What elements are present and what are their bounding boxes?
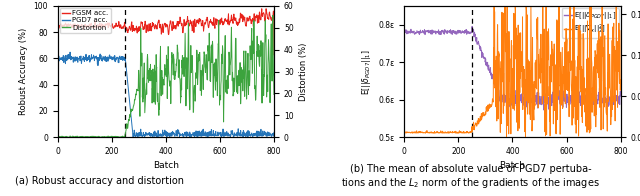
Y-axis label: Distortion (%): Distortion (%) (300, 42, 308, 101)
Y-axis label: Robust Accuracy (%): Robust Accuracy (%) (19, 28, 28, 115)
X-axis label: Batch: Batch (153, 162, 179, 171)
Text: (a) Robust accuracy and distortion: (a) Robust accuracy and distortion (15, 176, 184, 186)
Legend: E[$||\delta_{PGD7}||_1$], E[$||\nabla_x||^2_2$]: E[$||\delta_{PGD7}||_1$], E[$||\nabla_x|… (562, 8, 619, 38)
Legend: FGSM acc., PGD7 acc., Distortion: FGSM acc., PGD7 acc., Distortion (60, 8, 111, 33)
Text: (b) The mean of absolute value of PGD7 pertuba-
tions and the $L_2$ norm of the : (b) The mean of absolute value of PGD7 p… (341, 164, 600, 190)
X-axis label: Batch: Batch (499, 162, 525, 171)
Y-axis label: E[$||\delta_{PGD7}||_1$]: E[$||\delta_{PGD7}||_1$] (360, 49, 372, 94)
